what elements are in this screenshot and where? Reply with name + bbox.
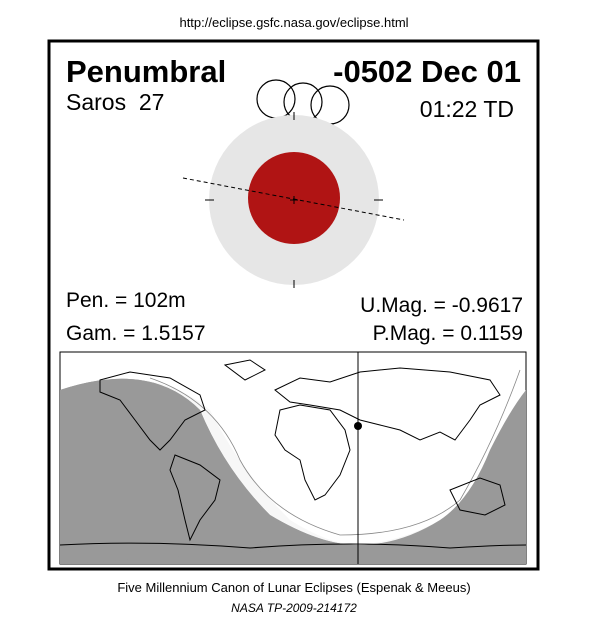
canon-credit: Five Millennium Canon of Lunar Eclipses … [117, 580, 470, 595]
umbral-magnitude: U.Mag. = -0.9617 [360, 294, 523, 317]
eclipse-date: -0502 Dec 01 [333, 54, 521, 89]
penumbral-magnitude: P.Mag. = 0.1159 [373, 322, 523, 345]
pen-duration: Pen. = 102m [66, 289, 186, 312]
world-map [59, 351, 527, 565]
eclipse-type: Penumbral [66, 54, 226, 89]
gamma: Gam. = 1.5157 [66, 322, 206, 345]
eclipse-time: 01:22 TD [420, 96, 514, 122]
subsolar-point [354, 422, 362, 430]
axis-ticks [205, 112, 383, 288]
frame [47, 39, 540, 571]
reference: NASA TP-2009-214172 [231, 601, 357, 615]
saros: Saros 27 [66, 89, 164, 115]
source-url: http://eclipse.gsfc.nasa.gov/eclipse.htm… [179, 15, 408, 30]
